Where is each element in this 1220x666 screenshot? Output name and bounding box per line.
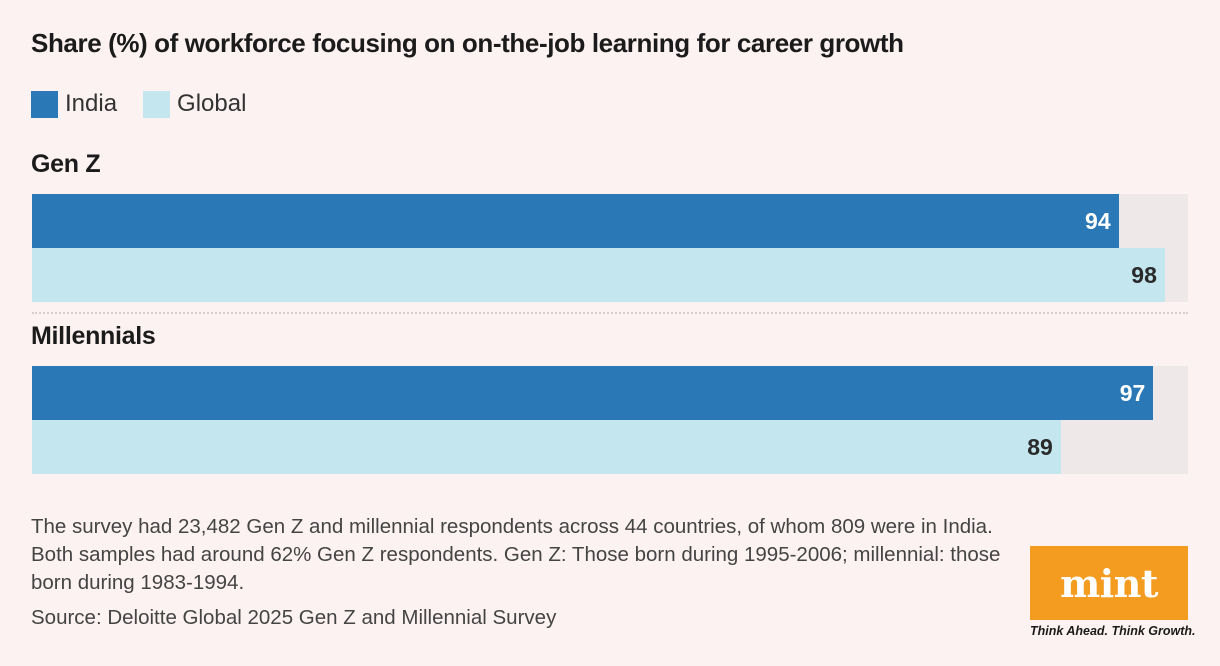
group-divider (32, 312, 1188, 314)
legend-item-india: India (31, 90, 117, 118)
bar-value-gen-z-global: 98 (1131, 262, 1157, 288)
bar-millennials-india: 97 (32, 366, 1154, 420)
bar-gen-z-global: 98 (32, 248, 1165, 302)
logo-wordmark: mint (1060, 560, 1158, 606)
bar-millennials-global: 89 (32, 420, 1061, 474)
legend-swatch-global (143, 90, 171, 118)
bar-gen-z-india: 94 (32, 194, 1119, 248)
source-note: Source: Deloitte Global 2025 Gen Z and M… (31, 606, 557, 629)
bar-value-gen-z-india: 94 (1085, 208, 1111, 234)
bar-track-millennials: 97 89 (32, 366, 1188, 474)
legend: India Global (31, 90, 272, 118)
footnote: The survey had 23,482 Gen Z and millenni… (31, 515, 1001, 594)
legend-label-global: Global (177, 90, 247, 117)
bar-value-millennials-global: 89 (1027, 434, 1053, 460)
chart-title: Share (%) of workforce focusing on on-th… (31, 28, 904, 58)
bar-value-millennials-india: 97 (1119, 380, 1146, 406)
mint-logo: mint (1030, 546, 1188, 620)
group-label-gen-z: Gen Z (31, 150, 101, 178)
legend-label-india: India (65, 90, 118, 117)
group-label-millennials: Millennials (31, 322, 156, 350)
legend-item-global: Global (143, 90, 246, 118)
legend-swatch-india (31, 90, 58, 118)
bar-track-gen-z: 94 98 (32, 194, 1188, 302)
brand-tagline: Think Ahead. Think Growth. (1030, 624, 1196, 638)
